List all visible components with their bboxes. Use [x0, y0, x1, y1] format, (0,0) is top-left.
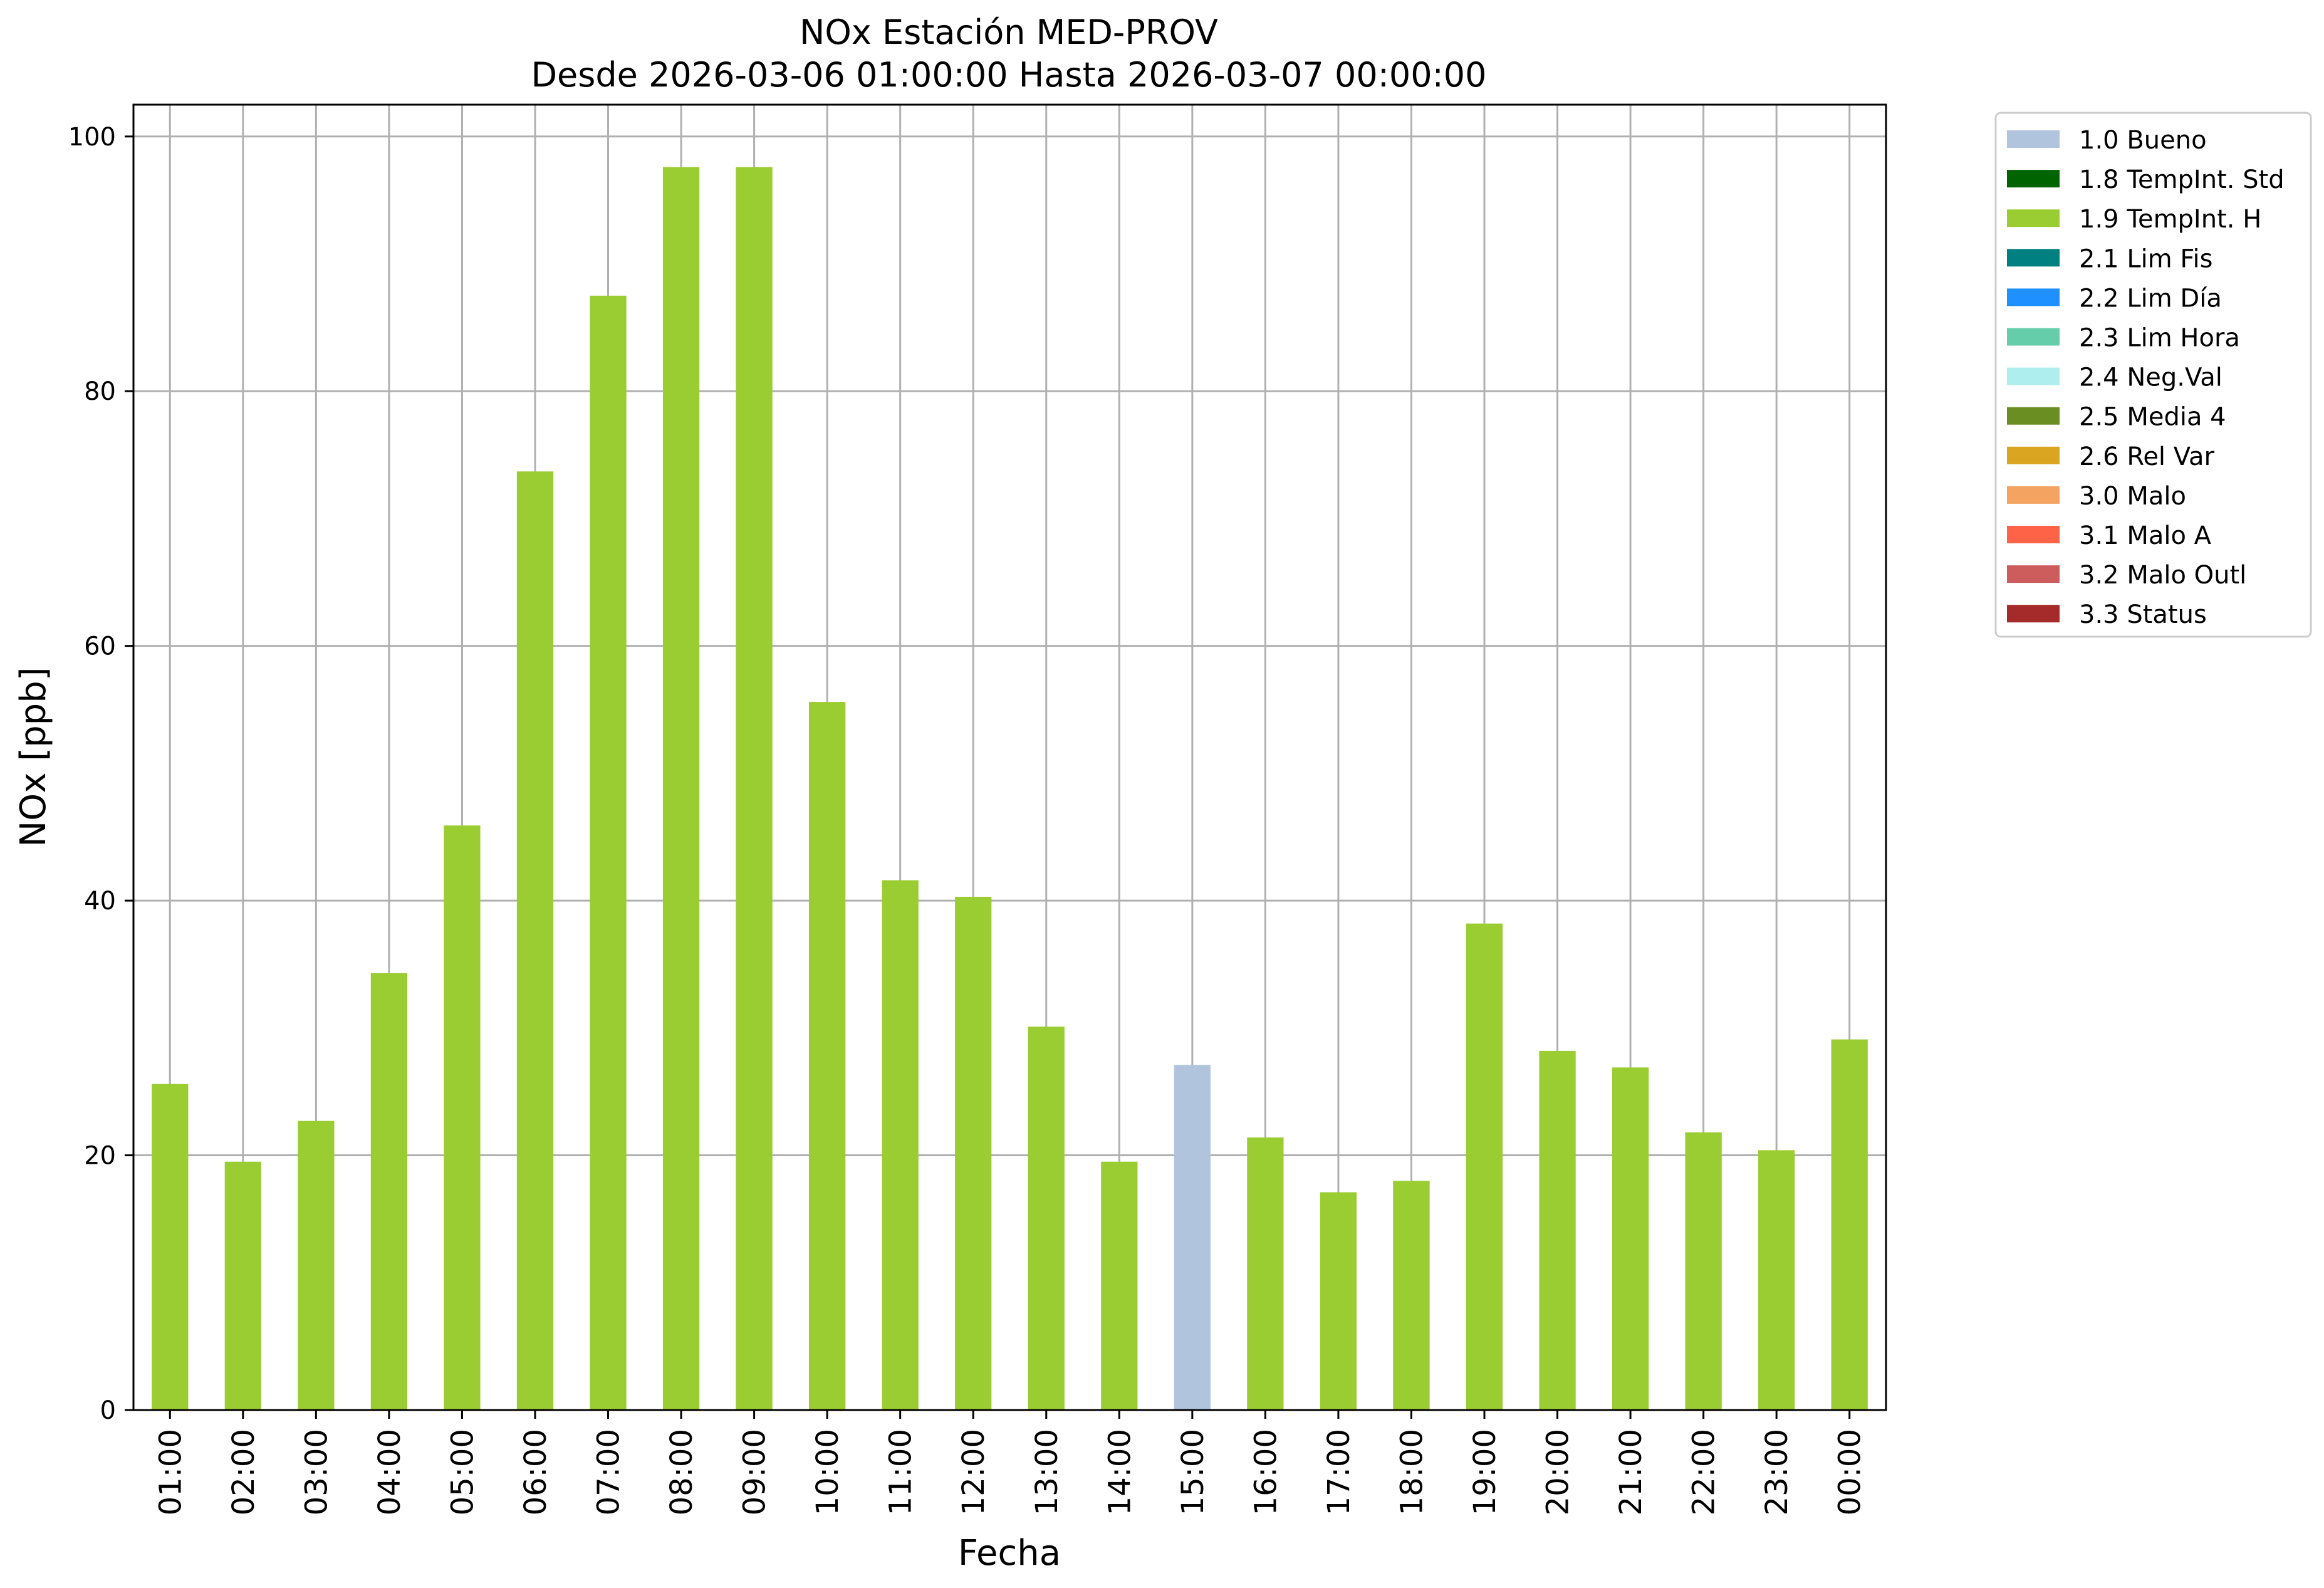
legend-label: 3.0 Malo — [2079, 482, 2186, 511]
chart-subtitle: Desde 2026-03-06 01:00:00 Hasta 2026-03-… — [531, 55, 1486, 95]
bar — [1758, 1150, 1795, 1410]
legend-label: 1.9 TempInt. H — [2079, 205, 2261, 234]
bar — [370, 973, 408, 1410]
bar — [590, 295, 627, 1411]
x-tick-label: 21:00 — [1613, 1429, 1649, 1515]
x-tick-label: 14:00 — [1102, 1429, 1137, 1515]
x-tick-label: 16:00 — [1248, 1429, 1283, 1515]
bar — [1466, 923, 1503, 1410]
bar — [1101, 1161, 1138, 1410]
legend-swatch — [2007, 288, 2060, 306]
legend-label: 3.3 Status — [2079, 600, 2207, 629]
legend-label: 2.5 Media 4 — [2079, 403, 2226, 432]
y-tick-label: 100 — [68, 123, 116, 152]
legend-label: 1.8 TempInt. Std — [2079, 165, 2285, 194]
legend-label: 2.6 Rel Var — [2079, 442, 2215, 471]
y-tick-label: 60 — [84, 632, 116, 661]
bar — [444, 825, 481, 1410]
bar — [1174, 1065, 1211, 1410]
legend-swatch — [2007, 407, 2060, 425]
x-tick-label: 10:00 — [810, 1429, 845, 1515]
x-tick-label: 23:00 — [1759, 1429, 1795, 1515]
x-tick-label: 20:00 — [1541, 1429, 1576, 1515]
legend-swatch — [2007, 605, 2060, 623]
bar — [736, 167, 773, 1410]
legend-swatch — [2007, 170, 2060, 188]
bar — [224, 1161, 261, 1410]
bar-series — [152, 167, 1868, 1411]
x-tick-label: 05:00 — [445, 1429, 480, 1515]
bar — [1539, 1050, 1576, 1410]
bar — [1612, 1067, 1649, 1410]
legend-label: 2.1 Lim Fis — [2079, 244, 2212, 273]
x-tick-label: 08:00 — [664, 1429, 699, 1515]
legend: 1.0 Bueno 1.8 TempInt. Std 1.9 TempInt. H 2… — [1994, 112, 2312, 638]
legend-label: 2.4 Neg.Val — [2079, 363, 2222, 392]
x-tick-label: 19:00 — [1467, 1429, 1503, 1515]
bar — [1685, 1132, 1722, 1410]
bar — [1028, 1026, 1065, 1410]
x-tick-label: 07:00 — [591, 1429, 627, 1515]
y-axis-label: NOx [ppb] — [13, 667, 54, 847]
x-tick-label: 06:00 — [518, 1429, 553, 1515]
x-tick-label: 15:00 — [1175, 1429, 1211, 1515]
x-tick-label: 22:00 — [1687, 1429, 1722, 1515]
x-tick-label: 01:00 — [153, 1429, 188, 1515]
bar — [1393, 1181, 1430, 1410]
legend-swatch — [2007, 328, 2060, 346]
x-tick-label: 04:00 — [372, 1429, 407, 1515]
bar — [1320, 1192, 1357, 1410]
legend-label: 2.3 Lim Hora — [2079, 324, 2240, 353]
x-tick-label: 18:00 — [1394, 1429, 1429, 1515]
y-tick-label: 40 — [84, 887, 116, 916]
legend-swatch — [2007, 565, 2060, 583]
legend-swatch — [2007, 209, 2060, 227]
legend-label: 1.0 Bueno — [2079, 126, 2207, 155]
bar — [955, 897, 992, 1410]
legend-swatch — [2007, 526, 2060, 543]
legend-label: 2.2 Lim Día — [2079, 284, 2222, 313]
bar — [1831, 1039, 1868, 1410]
bar — [152, 1084, 189, 1410]
legend-swatch — [2007, 367, 2060, 385]
bar — [882, 880, 919, 1410]
legend-swatch — [2007, 446, 2060, 464]
y-tick-label: 20 — [84, 1142, 116, 1171]
bar — [809, 702, 846, 1410]
legend-swatch — [2007, 130, 2060, 148]
x-tick-label: 17:00 — [1321, 1429, 1357, 1515]
plot-frame — [132, 103, 1887, 1411]
legend-frame — [1994, 112, 2312, 638]
chart-title: NOx Estación MED-PROV — [800, 13, 1218, 52]
x-tick-label: 13:00 — [1029, 1429, 1065, 1515]
x-tick-label: 00:00 — [1833, 1429, 1868, 1515]
y-tick-label: 0 — [100, 1396, 116, 1425]
legend-swatch — [2007, 249, 2060, 267]
x-tick-label: 11:00 — [883, 1429, 919, 1515]
y-axis: 0 20 40 60 80 100 — [68, 123, 133, 1425]
bar — [1247, 1137, 1284, 1410]
x-tick-label: 03:00 — [299, 1429, 334, 1515]
legend-label: 3.2 Malo Outl — [2079, 561, 2246, 590]
x-axis-label: Fecha — [958, 1533, 1061, 1574]
bar — [516, 471, 554, 1410]
bar — [298, 1120, 335, 1410]
legend-swatch — [2007, 486, 2060, 504]
x-axis: 01:00 02:00 03:00 04:00 05:00 06:00 07:00 08:00… — [153, 1410, 1868, 1515]
x-tick-label: 09:00 — [737, 1429, 773, 1515]
x-tick-label: 02:00 — [226, 1429, 261, 1515]
bar — [662, 167, 700, 1410]
y-tick-label: 80 — [84, 377, 116, 406]
x-tick-label: 12:00 — [956, 1429, 991, 1515]
legend-label: 3.1 Malo A — [2079, 521, 2212, 550]
